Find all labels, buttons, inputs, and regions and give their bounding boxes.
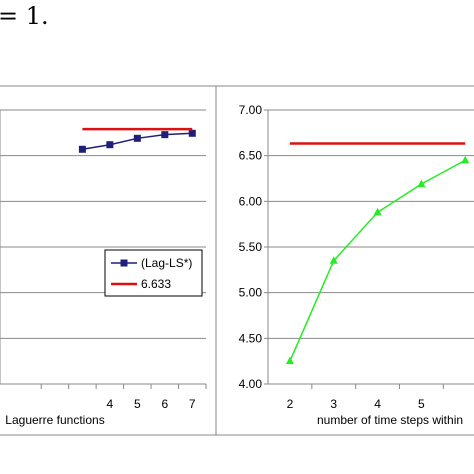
- x-tick-label: 5: [418, 397, 425, 411]
- y-tick-label: 7.00: [239, 103, 263, 117]
- left-chart: 4 5 6 7 Laguerre functions (Lag-LS*) 6.633: [0, 109, 207, 427]
- y-tick-label: 5.50: [239, 240, 263, 254]
- legend-marker: [120, 259, 128, 267]
- x-tick-label: 5: [134, 397, 141, 411]
- legend-label: (Lag-LS*): [141, 256, 192, 270]
- data-point: [461, 155, 470, 164]
- y-tick-label: 4.00: [239, 377, 263, 391]
- x-tick-label: 3: [330, 397, 337, 411]
- data-point: [285, 356, 294, 365]
- y-tick-label: 6.50: [239, 149, 263, 163]
- data-point: [78, 145, 86, 153]
- x-tick-label: 4: [374, 397, 381, 411]
- data-point: [133, 134, 141, 142]
- x-tick-label: 6: [161, 397, 168, 411]
- data-point: [329, 256, 338, 264]
- right-chart: 2 3 4 5 7.00 6.50 6.00 5.50 5.00 4.50 4.00 number o…: [239, 103, 474, 427]
- data-point: [161, 131, 169, 139]
- y-tick-label: 4.50: [239, 331, 263, 345]
- y-tick-label: 6.00: [239, 194, 263, 208]
- x-tick-label: 4: [107, 397, 114, 411]
- x-axis-label: number of time steps within: [317, 413, 463, 427]
- data-point: [106, 141, 114, 149]
- top-equation-text: = 1.: [0, 2, 49, 30]
- data-point: [188, 129, 196, 137]
- x-axis-label: Laguerre functions: [5, 413, 104, 427]
- legend-box: [104, 249, 203, 297]
- x-tick-label: 2: [287, 397, 294, 411]
- x-tick-label: 7: [189, 397, 196, 411]
- y-tick-label: 5.00: [239, 286, 263, 300]
- data-point: [373, 207, 382, 216]
- legend-label: 6.633: [141, 277, 171, 291]
- data-point: [417, 179, 426, 187]
- series-line: [289, 159, 466, 362]
